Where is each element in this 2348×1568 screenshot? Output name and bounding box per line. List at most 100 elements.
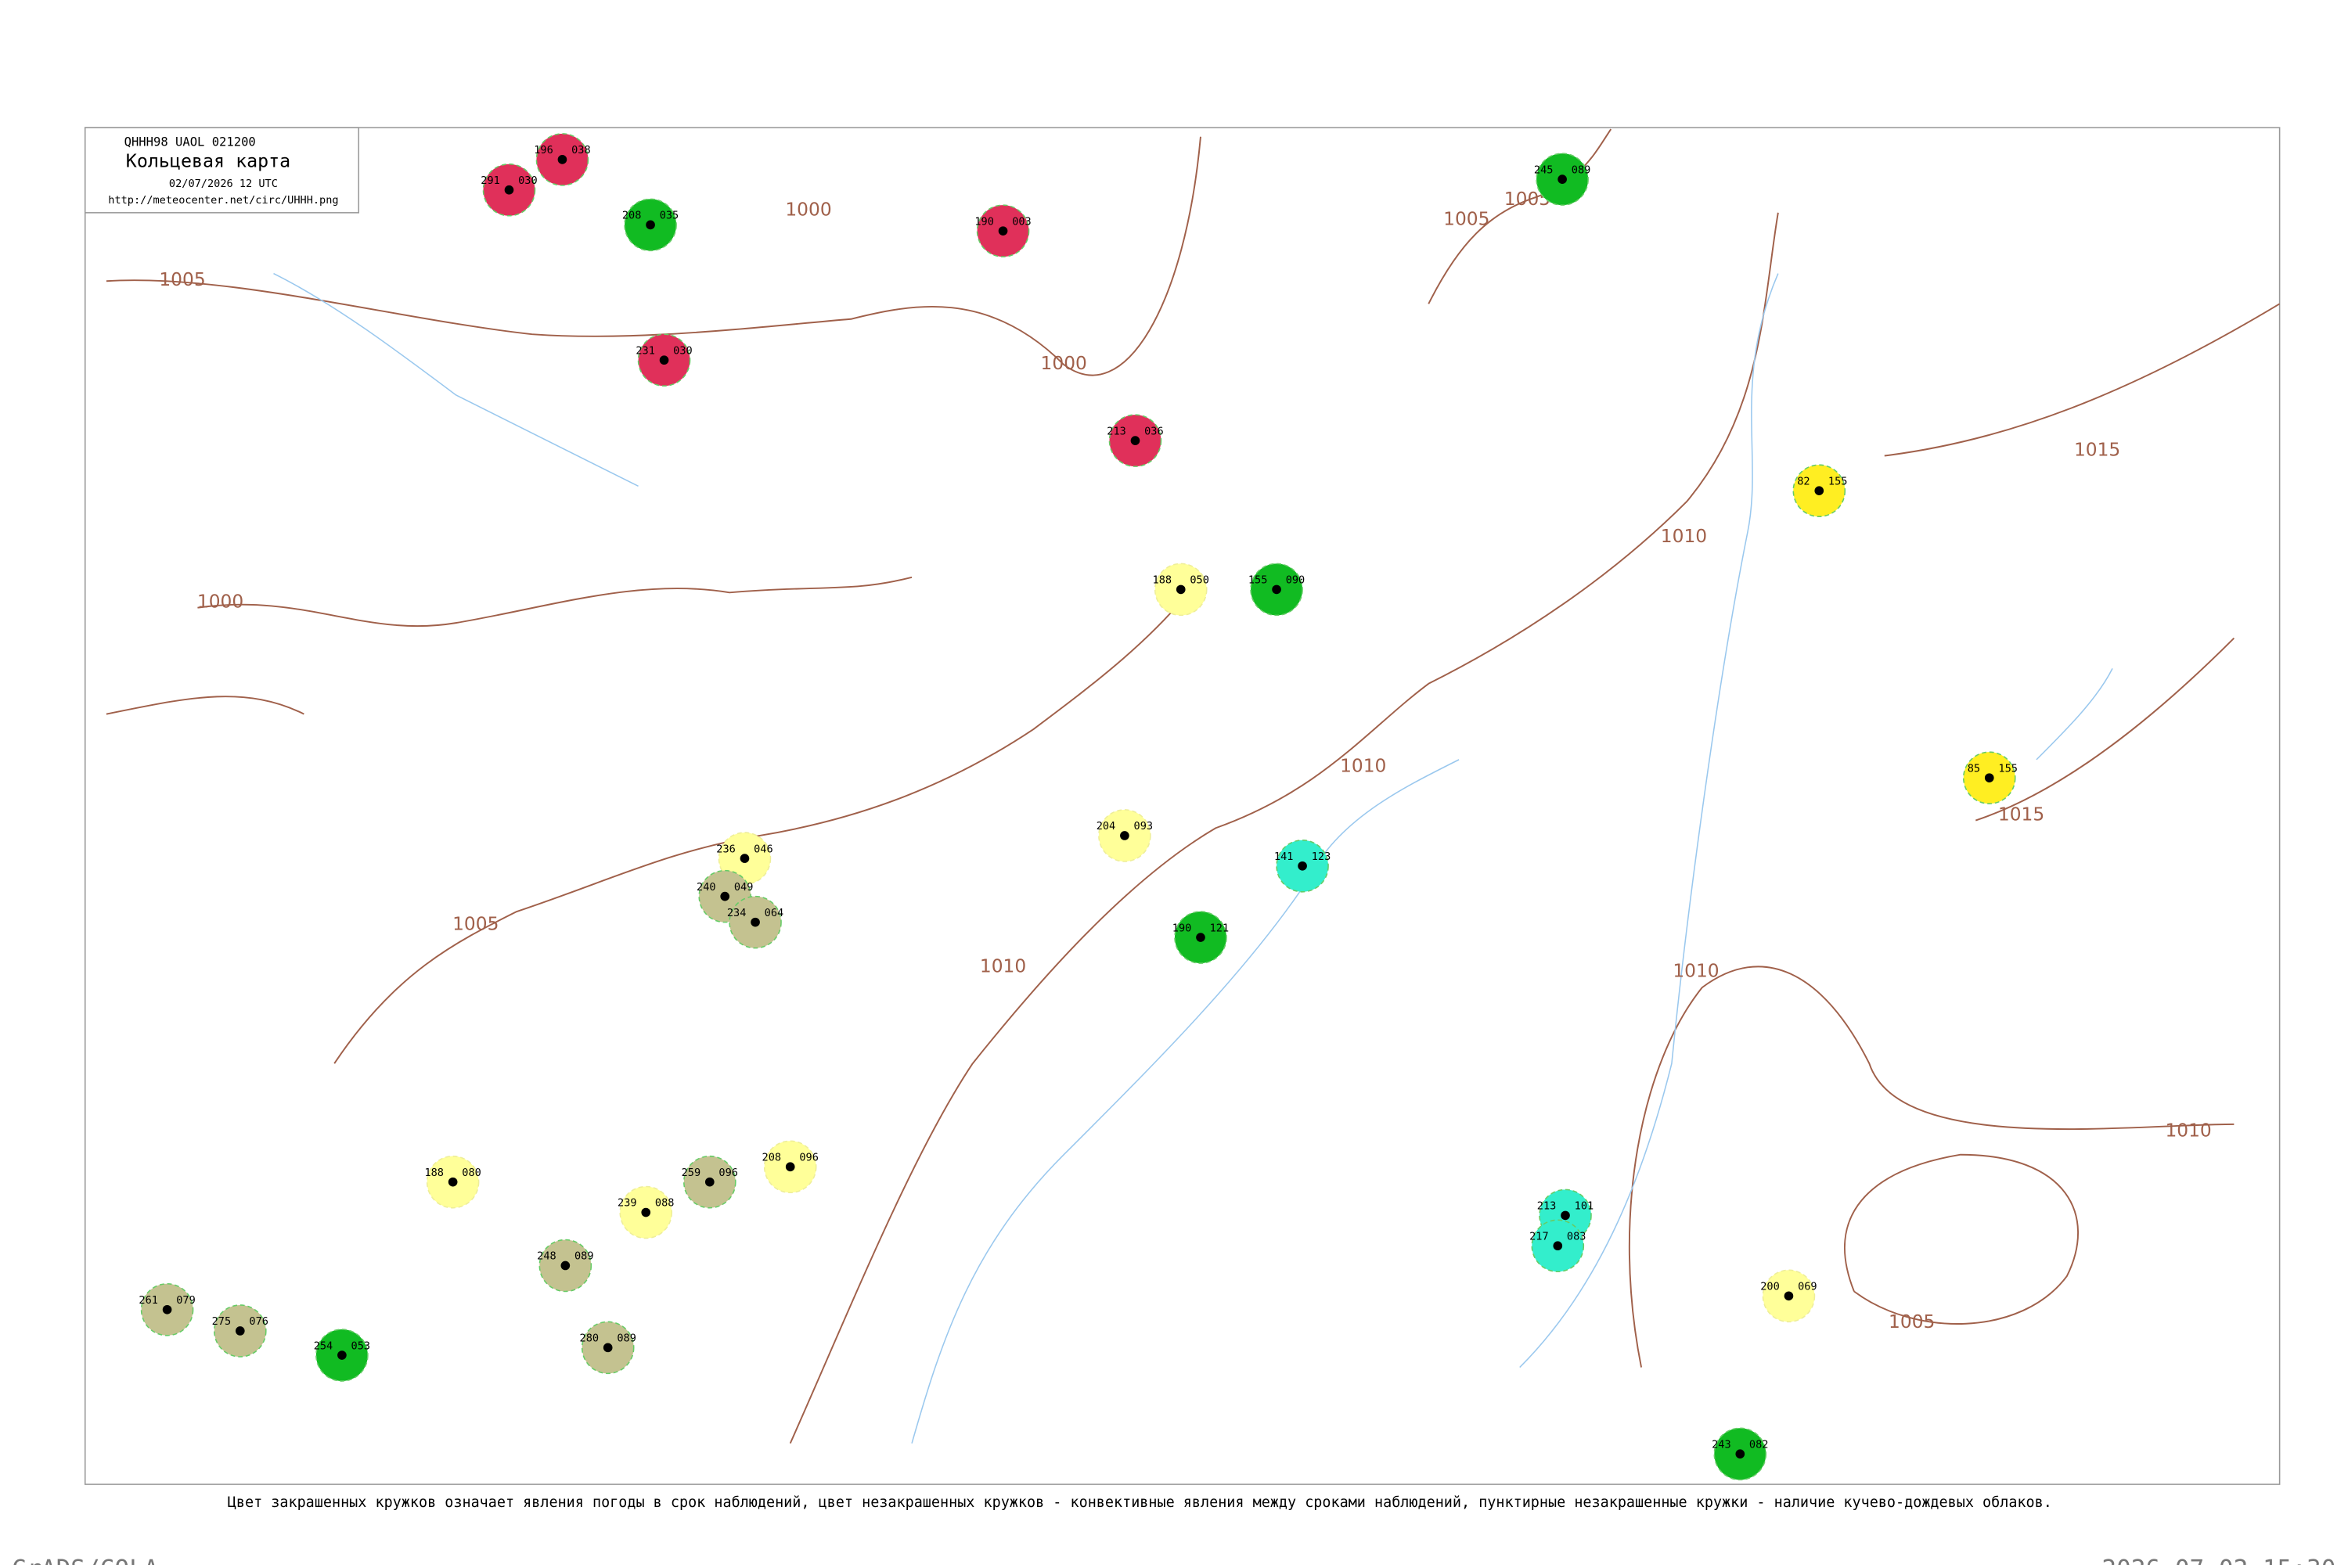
station-dot [1196, 933, 1205, 942]
station-pressure: 213 [1537, 1200, 1557, 1213]
station-pressure: 188 [1153, 574, 1172, 587]
station-temp: 064 [765, 907, 784, 919]
station-dot [1176, 584, 1186, 595]
station: 234 064 [727, 895, 784, 949]
station-pressure: 231 [636, 344, 655, 357]
station-temp: 053 [351, 1340, 371, 1352]
station: 208 035 [622, 198, 679, 252]
map-frame [84, 127, 2281, 1485]
station-pressure: 261 [139, 1294, 158, 1307]
station: 190 003 [974, 204, 1032, 257]
station-temp: 121 [1210, 922, 1230, 934]
isobar-label: 1005 [452, 913, 499, 934]
station-temp: 088 [655, 1197, 675, 1210]
isobar-label: 1000 [785, 200, 831, 221]
station-pressure: 155 [1248, 574, 1268, 587]
station-temp: 083 [1567, 1230, 1586, 1243]
station: 243 082 [1712, 1427, 1769, 1481]
station-temp: 090 [1286, 574, 1305, 587]
station-temp: 101 [1575, 1200, 1594, 1213]
header-url: http://meteocenter.net/circ/UHHH.png [108, 194, 338, 207]
station-dot [1130, 436, 1140, 445]
station-pressure: 217 [1529, 1230, 1549, 1243]
station-temp: 089 [1572, 164, 1591, 176]
station-temp: 049 [734, 881, 754, 894]
station-dot [603, 1343, 613, 1353]
station-temp: 082 [1749, 1438, 1769, 1451]
station-dot [1784, 1291, 1794, 1301]
station-pressure: 291 [481, 174, 500, 187]
station-pressure: 190 [1172, 922, 1192, 934]
station: 239 088 [618, 1185, 675, 1239]
header-title: Кольцевая карта [126, 151, 290, 172]
isobar-label: 1010 [1340, 755, 1386, 776]
station-pressure: 254 [314, 1340, 333, 1352]
station: 208 096 [762, 1140, 819, 1194]
station-pressure: 236 [716, 843, 736, 855]
isobar-label: 1010 [1673, 961, 1719, 982]
station-dot [557, 155, 567, 164]
station-dot [998, 226, 1008, 236]
station-temp: 096 [718, 1167, 738, 1179]
station-temp: 155 [1998, 762, 2018, 775]
stations: 291 030 196 038 208 035 231 030 190 003 213 036 155 0… [139, 133, 2018, 1481]
station-pressure: 248 [537, 1250, 556, 1263]
station: 236 046 [716, 832, 773, 885]
isobar-label: 1000 [197, 592, 243, 613]
station: 196 038 [534, 133, 591, 186]
station-temp: 003 [1012, 215, 1032, 228]
station-temp: 030 [518, 174, 538, 187]
station-temp: 030 [673, 344, 693, 357]
station-pressure: 234 [727, 907, 747, 919]
header-code: QHHH98 UAOL 021200 [124, 135, 256, 149]
station: 155 090 [1248, 563, 1305, 617]
station-dot [235, 1326, 245, 1336]
station-pressure: 239 [618, 1197, 637, 1210]
station-temp: 079 [176, 1294, 196, 1307]
station-dot [560, 1261, 571, 1271]
station-temp: 036 [1144, 425, 1164, 437]
isobar-label: 1015 [2074, 440, 2120, 461]
station-dot [504, 185, 514, 195]
station-pressure: 196 [534, 144, 553, 156]
station-dot [1558, 174, 1567, 184]
isobar-label: 1010 [2165, 1120, 2211, 1141]
station: 188 080 [424, 1155, 481, 1209]
station: 261 079 [139, 1283, 196, 1336]
station: 231 030 [636, 333, 693, 387]
footer-left: GrADS/COLA [13, 1555, 159, 1565]
isobar-label: 1005 [1443, 208, 1489, 229]
caption: Цвет закрашенных кружков означает явлени… [228, 1494, 2052, 1511]
station-pressure: 280 [580, 1332, 600, 1345]
station-pressure: 82 [1797, 475, 1810, 487]
station-pressure: 275 [212, 1315, 232, 1328]
station: 291 030 [481, 163, 538, 217]
station-pressure: 200 [1760, 1281, 1780, 1293]
station: 188 050 [1153, 563, 1209, 617]
station-pressure: 243 [1712, 1438, 1731, 1451]
header-datetime: 02/07/2026 12 UTC [169, 178, 278, 190]
isobar-labels: 1005100010051005100010051010101010101010… [159, 189, 2211, 1332]
station-pressure: 190 [974, 215, 994, 228]
station-temp: 069 [1798, 1281, 1817, 1293]
station: 82 155 [1792, 464, 1847, 517]
station-pressure: 141 [1274, 851, 1294, 863]
station-temp: 123 [1312, 851, 1331, 863]
station: 217 083 [1529, 1219, 1586, 1273]
station: 259 096 [682, 1155, 738, 1209]
station-pressure: 208 [762, 1151, 782, 1163]
station-dot [751, 917, 760, 927]
station-temp: 096 [799, 1151, 819, 1163]
station-pressure: 259 [682, 1167, 701, 1179]
station-temp: 035 [660, 210, 679, 222]
isobar-label: 1015 [1998, 804, 2044, 825]
station-dot [641, 1207, 651, 1217]
station-dot [720, 891, 730, 901]
isobar-label: 1010 [1661, 526, 1707, 547]
station-pressure: 240 [697, 881, 716, 894]
station: 85 155 [1962, 751, 2018, 804]
station-temp: 076 [249, 1315, 268, 1328]
station-dot [337, 1350, 347, 1360]
station-temp: 050 [1190, 574, 1209, 587]
